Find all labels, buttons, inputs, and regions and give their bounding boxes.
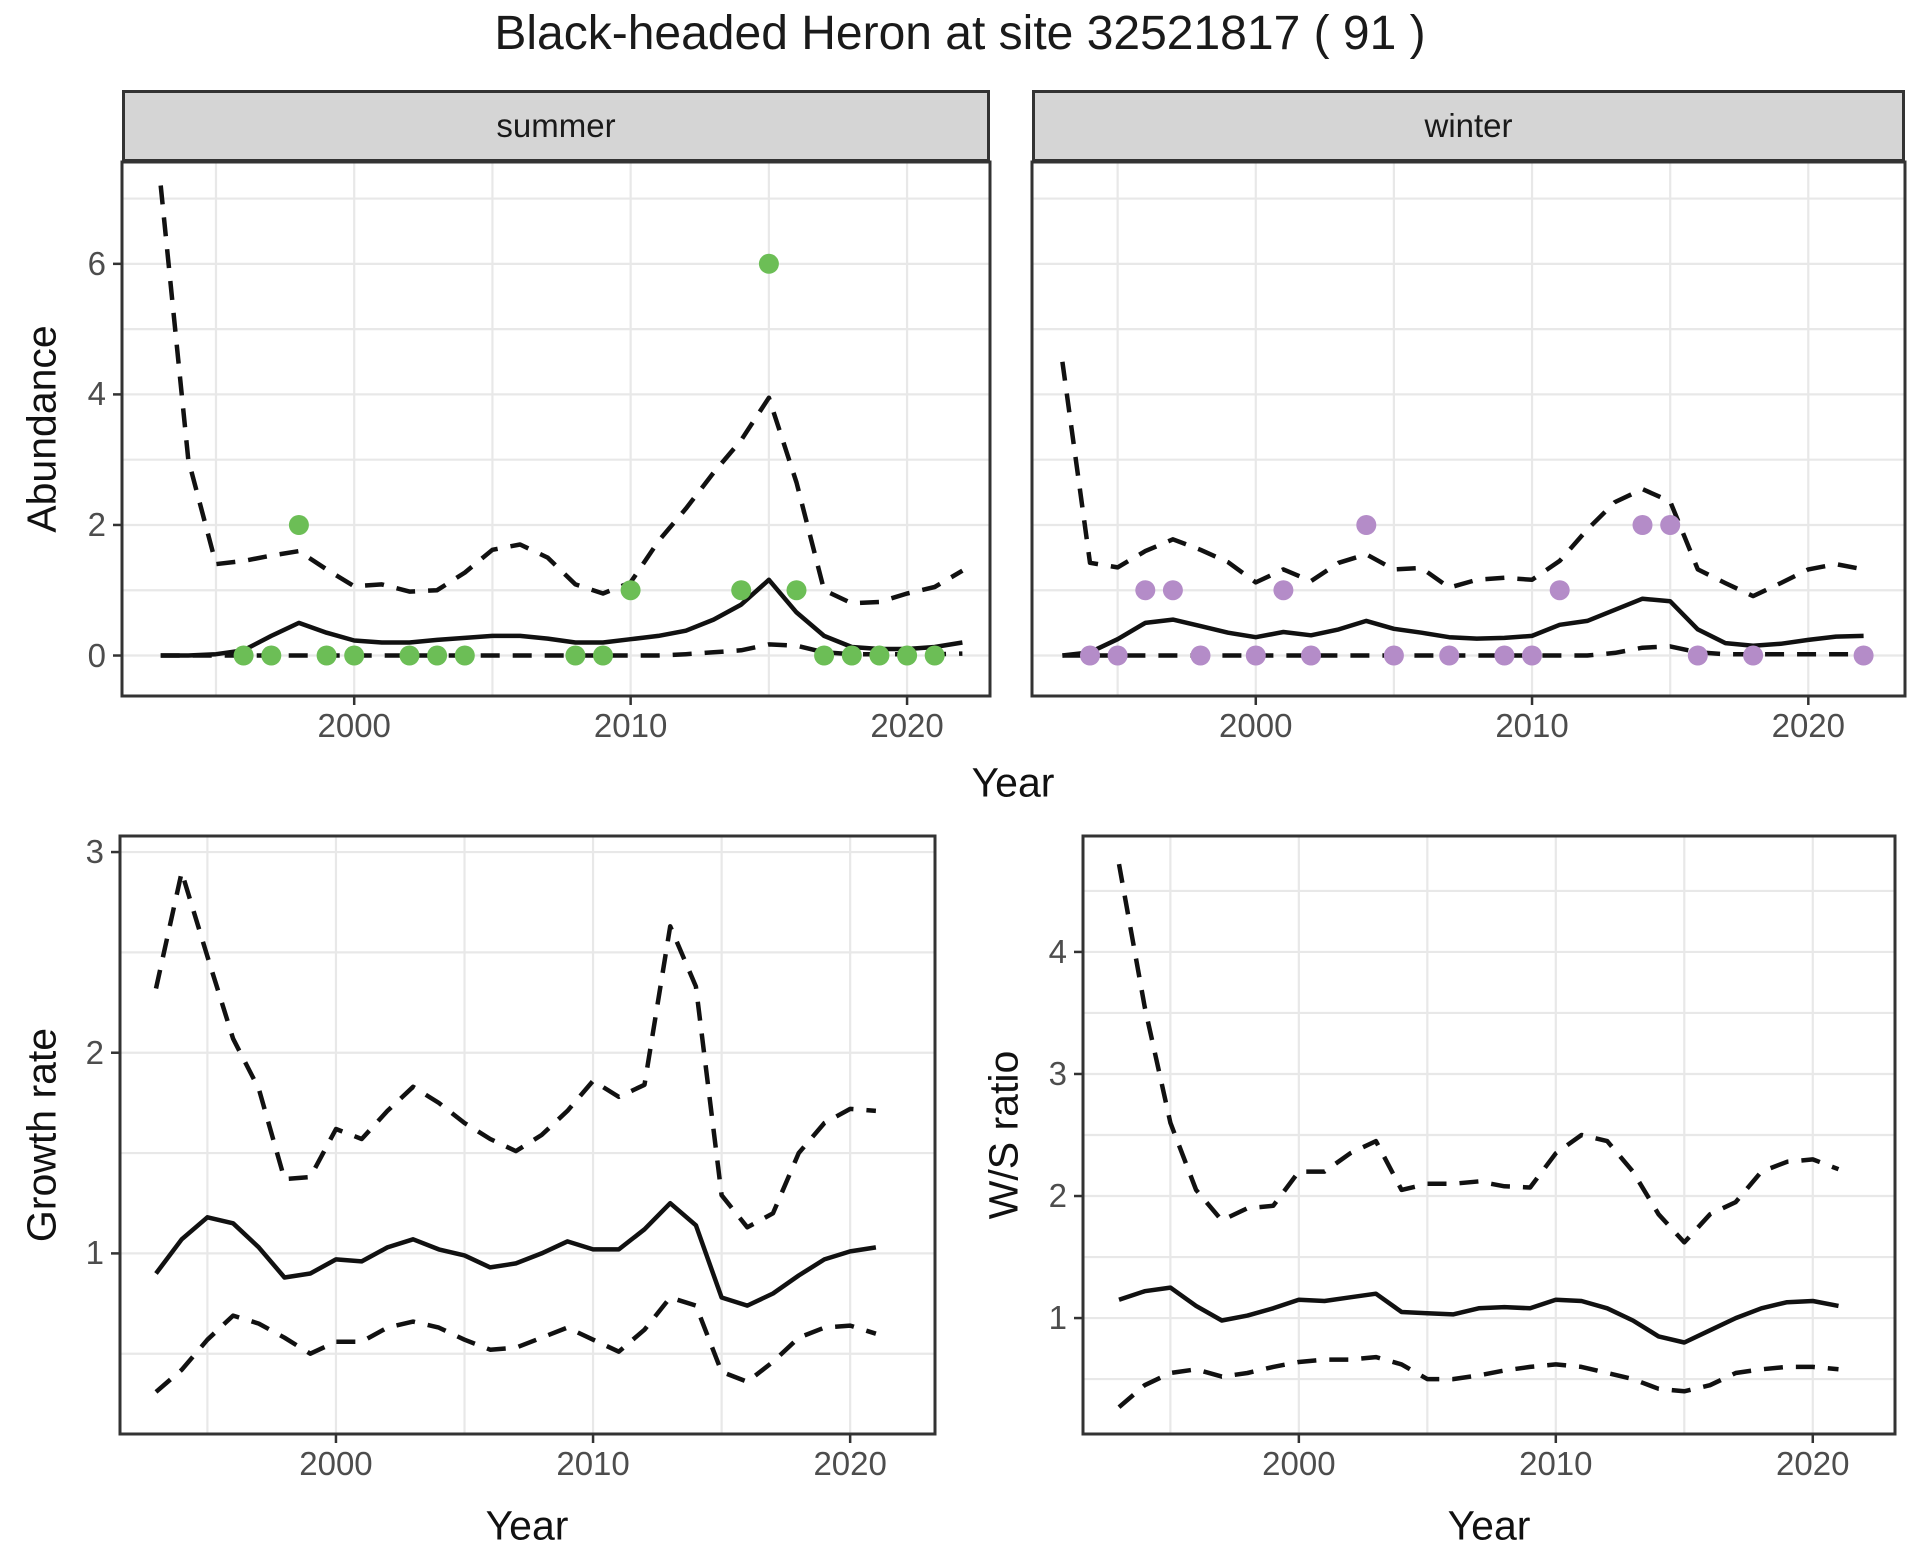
data-point-observed-count <box>1190 645 1211 666</box>
series-line-upper95 <box>1116 863 1840 1245</box>
data-point-observed-count <box>1080 645 1100 666</box>
data-point-observed-count <box>1439 645 1460 666</box>
x-tick-label: 2010 <box>556 1445 630 1482</box>
data-point-observed-count <box>1632 515 1653 535</box>
x-axis-title-top: Year <box>971 759 1055 806</box>
data-point-observed-count <box>924 645 945 666</box>
series-line-mean <box>1062 596 1864 658</box>
data-point-observed-count <box>814 645 835 666</box>
data-point-observed-count <box>620 580 641 601</box>
x-tick-label: 2020 <box>1771 707 1846 744</box>
y-tick-label: 2 <box>87 505 106 543</box>
y-tick-label: 2 <box>85 1033 104 1071</box>
series-line-upper95 <box>153 869 877 1230</box>
x-axis-title-growth-rate: Year <box>485 1502 569 1549</box>
series-line-upper95 <box>1060 361 1865 599</box>
data-point-observed-count <box>454 645 475 666</box>
data-point-observed-count <box>1549 580 1570 601</box>
series-line-mean <box>1118 1285 1839 1345</box>
facet-strip-summer: summer <box>122 90 990 162</box>
data-point-observed-count <box>1383 645 1404 666</box>
facet-strip-winter: winter <box>1032 90 1905 162</box>
data-point-observed-count <box>869 645 890 666</box>
data-point-observed-count <box>316 645 337 666</box>
x-tick-label: 2020 <box>870 707 944 744</box>
x-tick-label: 2000 <box>317 707 391 744</box>
panel-border-abundance-winter <box>1030 160 1907 698</box>
y-axis-title-ws-ratio: W/S ratio <box>980 1050 1027 1220</box>
series-line-lower95 <box>160 642 963 658</box>
data-point-observed-count <box>1853 645 1874 666</box>
data-point-observed-count <box>897 645 918 666</box>
x-tick-label: 2010 <box>1495 707 1569 744</box>
y-axis-title-growth-rate: Growth rate <box>18 1027 65 1243</box>
series-line-lower95 <box>154 1295 877 1394</box>
data-point-observed-count <box>261 645 282 666</box>
y-tick-label: 4 <box>87 375 106 413</box>
panel-border-ws-ratio <box>1081 834 1897 1436</box>
x-tick-label: 2010 <box>1519 1445 1593 1482</box>
data-point-observed-count <box>1273 580 1294 601</box>
data-point-observed-count <box>1494 645 1515 666</box>
x-tick-label: 2020 <box>1776 1445 1850 1482</box>
chart-title: Black-headed Heron at site 32521817 ( 91… <box>494 7 1426 60</box>
data-point-observed-count <box>1107 645 1128 666</box>
data-point-observed-count <box>344 645 365 666</box>
data-point-observed-count <box>1687 645 1708 666</box>
data-point-observed-count <box>1135 580 1156 601</box>
y-tick-label: 6 <box>87 244 106 282</box>
data-point-observed-count <box>565 645 586 666</box>
data-point-observed-count <box>233 645 254 666</box>
data-point-observed-count <box>1522 645 1542 666</box>
data-point-observed-count <box>1162 580 1183 601</box>
data-point-observed-count <box>427 645 448 666</box>
data-point-observed-count <box>758 253 779 274</box>
x-tick-label: 2020 <box>813 1445 887 1482</box>
y-tick-label: 1 <box>85 1234 104 1272</box>
y-tick-label: 3 <box>1048 1054 1067 1092</box>
data-point-observed-count <box>841 645 862 666</box>
data-point-observed-count <box>1743 645 1764 666</box>
y-tick-label: 3 <box>85 833 104 871</box>
panel-border-growth-rate <box>118 834 937 1436</box>
data-point-observed-count <box>1245 645 1266 666</box>
y-tick-label: 2 <box>1048 1177 1067 1215</box>
series-line-mean <box>154 1200 877 1308</box>
x-tick-label: 2000 <box>1219 707 1293 744</box>
data-point-observed-count <box>593 645 613 666</box>
series-line-mean <box>160 577 963 658</box>
facet-strip-summer-label: summer <box>496 107 616 144</box>
facet-strip-winter-label: winter <box>1424 107 1513 144</box>
data-point-observed-count <box>1660 515 1681 535</box>
y-tick-label: 4 <box>1048 932 1067 970</box>
data-point-observed-count <box>786 580 807 601</box>
data-point-observed-count <box>1356 515 1377 535</box>
x-tick-label: 2010 <box>593 707 668 744</box>
data-point-observed-count <box>1301 645 1321 666</box>
x-axis-title-ws-ratio: Year <box>1447 1502 1531 1549</box>
data-point-observed-count <box>399 645 420 666</box>
x-tick-label: 2000 <box>1262 1445 1336 1482</box>
panel-border-abundance-summer <box>120 160 992 698</box>
y-tick-label: 1 <box>1048 1299 1067 1337</box>
series-line-upper95 <box>158 185 964 606</box>
y-axis-title-abundance: Abundance <box>18 325 65 533</box>
y-tick-label: 0 <box>87 636 106 674</box>
data-point-observed-count <box>288 515 309 535</box>
x-tick-label: 2000 <box>299 1445 373 1482</box>
series-line-lower95 <box>1117 1354 1839 1409</box>
data-point-observed-count <box>731 580 752 601</box>
